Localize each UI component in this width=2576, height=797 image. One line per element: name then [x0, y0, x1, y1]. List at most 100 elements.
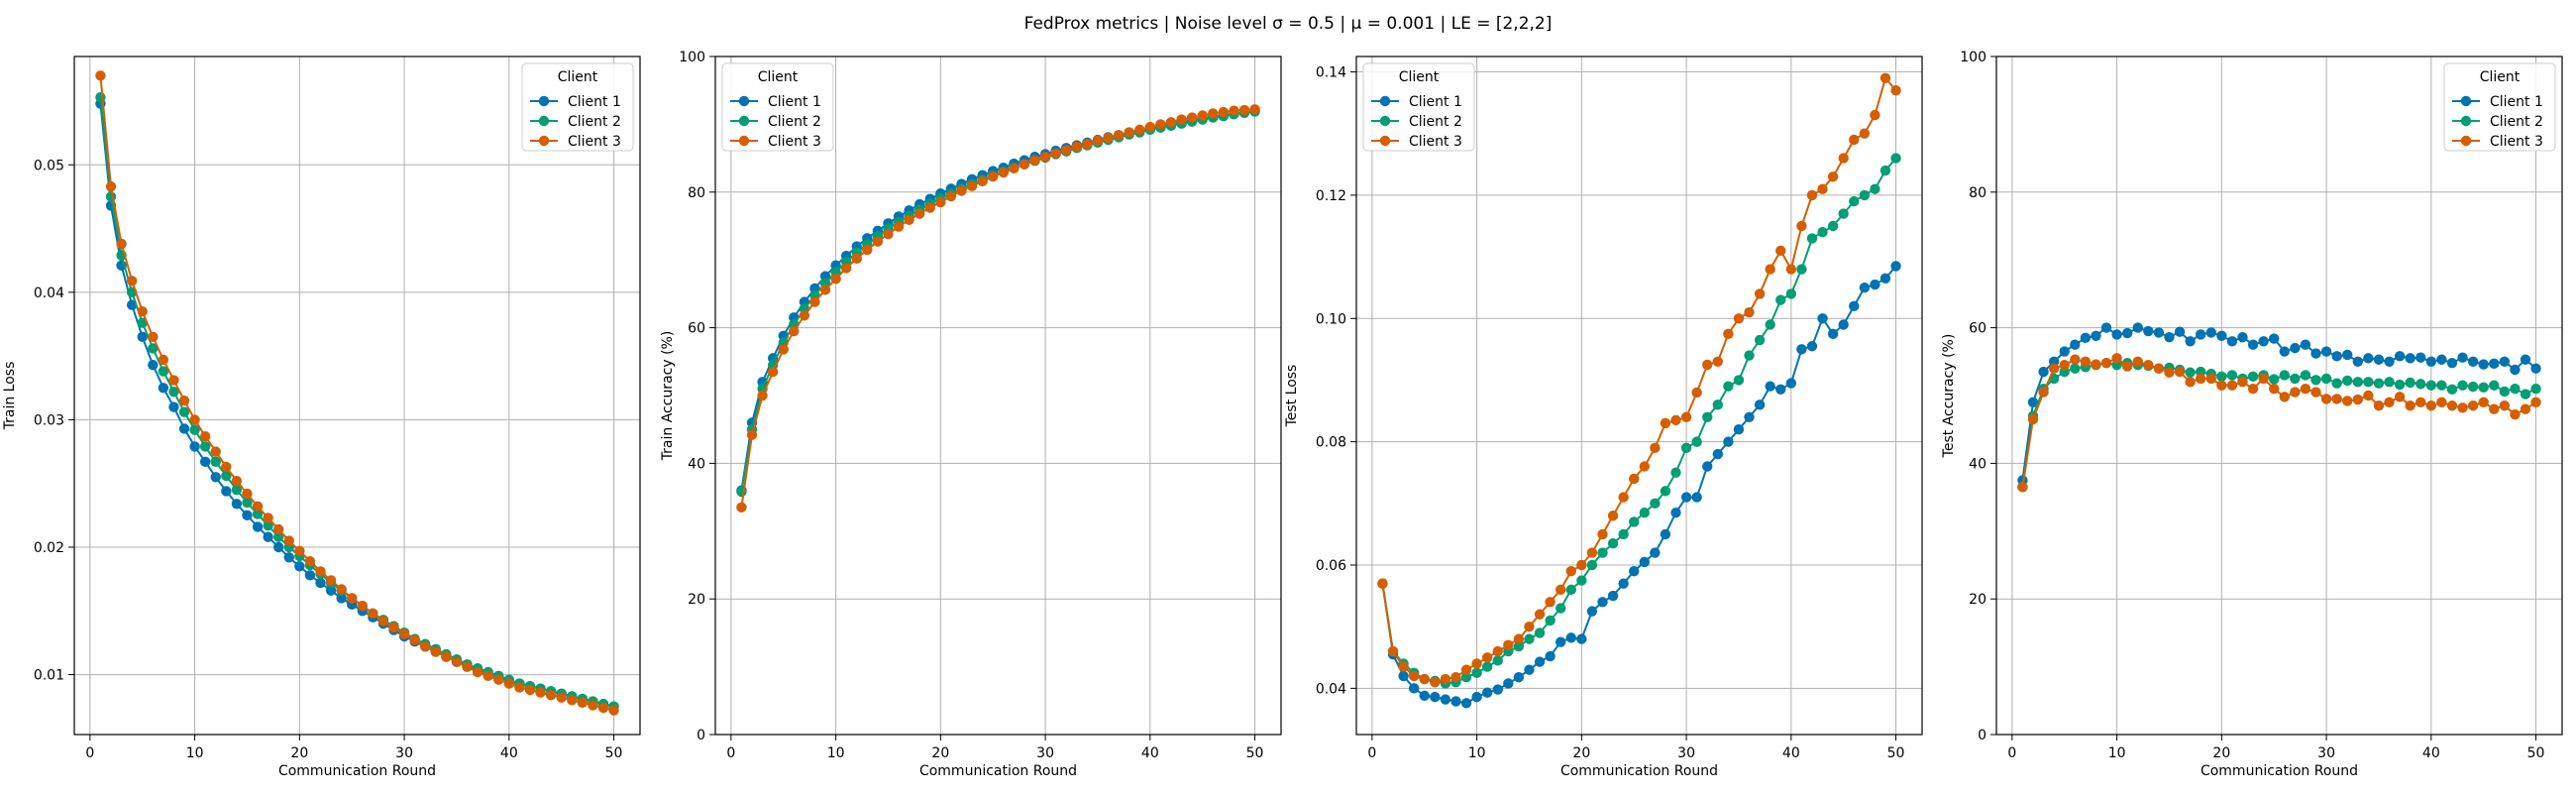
- data-point: [2352, 394, 2364, 405]
- chart-panel-4: 0 10 20 30 40 50 0 20 40 60 80 100 Communication Rou…: [1941, 50, 2563, 779]
- data-point: [2415, 352, 2426, 363]
- data-point: [199, 430, 211, 442]
- data-point: [1796, 344, 1807, 355]
- legend: Client Client 1 Client 2 Client 3: [521, 62, 634, 152]
- x-tick-label: 0: [726, 745, 735, 761]
- data-point: [1806, 233, 1818, 244]
- data-point: [1775, 245, 1786, 257]
- data-point: [893, 221, 905, 232]
- data-point: [1733, 424, 1745, 435]
- data-point: [1555, 603, 1566, 614]
- data-point: [2352, 377, 2364, 388]
- data-point: [2226, 336, 2238, 347]
- data-point: [1879, 72, 1891, 83]
- data-point: [430, 646, 442, 657]
- y-tick-label: 0.14: [1316, 65, 1346, 81]
- data-point: [231, 475, 243, 487]
- data-point: [2425, 380, 2437, 391]
- data-point: [2059, 360, 2070, 371]
- data-point: [2258, 336, 2269, 347]
- data-point: [966, 180, 978, 191]
- y-tick-label: 0: [1978, 728, 1986, 743]
- data-point: [1597, 528, 1608, 540]
- data-point: [1061, 145, 1072, 156]
- data-point: [2394, 392, 2406, 402]
- data-point: [2425, 356, 2437, 367]
- data-point: [2143, 325, 2154, 337]
- data-point: [1208, 108, 1219, 119]
- data-point: [272, 541, 284, 553]
- data-point: [2384, 397, 2395, 408]
- axes-frame: [1995, 56, 2563, 736]
- data-point: [1660, 528, 1671, 540]
- data-point: [1534, 627, 1546, 638]
- data-point: [2216, 380, 2227, 391]
- data-point: [2132, 322, 2143, 333]
- data-point: [1838, 208, 1849, 219]
- data-point: [1744, 306, 1755, 318]
- data-point: [2111, 329, 2122, 340]
- data-point: [1377, 578, 1388, 589]
- data-point: [2038, 366, 2049, 378]
- data-point: [1680, 492, 1692, 503]
- data-point: [2363, 353, 2374, 364]
- data-point: [210, 456, 221, 468]
- data-point: [483, 670, 493, 682]
- data-point: [1481, 652, 1493, 663]
- data-point: [998, 167, 1009, 178]
- data-point: [263, 519, 273, 531]
- data-point: [1618, 528, 1629, 540]
- data-point: [357, 600, 368, 612]
- data-point: [2226, 370, 2238, 381]
- y-tick-label: 20: [1969, 592, 1986, 608]
- data-point: [2290, 342, 2301, 354]
- data-point: [789, 325, 800, 337]
- data-point: [1754, 334, 1766, 346]
- data-point: [1650, 498, 1661, 510]
- x-tick-label: 40: [500, 745, 518, 761]
- data-point: [2384, 377, 2395, 388]
- x-tick-label: 10: [186, 745, 204, 761]
- data-point: [945, 190, 957, 202]
- legend-title: Client: [558, 69, 598, 85]
- legend-marker: [538, 95, 550, 107]
- data-point: [2100, 322, 2112, 333]
- data-point: [199, 456, 211, 468]
- y-tick-label: 20: [688, 592, 705, 608]
- data-point: [158, 383, 169, 394]
- data-point: [2269, 383, 2280, 395]
- data-point: [2510, 364, 2521, 376]
- data-point: [1796, 220, 1807, 232]
- data-point: [1691, 492, 1702, 503]
- legend-box: [721, 62, 834, 152]
- series-line-client-2: [1381, 157, 1897, 685]
- data-point: [2499, 400, 2511, 411]
- data-point: [1680, 411, 1692, 422]
- legend-label: Client 1: [2490, 94, 2543, 110]
- data-point: [1503, 678, 1514, 689]
- legend-marker: [1379, 95, 1391, 107]
- data-point: [1670, 467, 1681, 478]
- data-point: [597, 702, 609, 714]
- data-point: [1565, 632, 1576, 643]
- data-point: [1765, 381, 1775, 392]
- data-point: [2310, 348, 2321, 359]
- data-point: [2320, 346, 2332, 357]
- data-point: [1586, 547, 1598, 558]
- data-point: [315, 577, 326, 589]
- y-axis-label: Train Loss: [2, 362, 18, 431]
- legend-label: Client 1: [1409, 94, 1462, 110]
- data-point: [1712, 399, 1724, 410]
- data-point: [189, 414, 200, 425]
- data-point: [2300, 383, 2311, 395]
- data-point: [1555, 636, 1566, 647]
- data-point: [1691, 387, 1702, 398]
- data-point: [1545, 597, 1556, 608]
- data-point: [2059, 346, 2070, 357]
- data-point: [1838, 153, 1849, 164]
- data-point: [420, 641, 431, 652]
- data-point: [1607, 590, 1619, 602]
- y-axis-label: Test Accuracy (%): [1941, 334, 1957, 459]
- data-point: [1806, 341, 1818, 352]
- data-point: [2269, 333, 2280, 344]
